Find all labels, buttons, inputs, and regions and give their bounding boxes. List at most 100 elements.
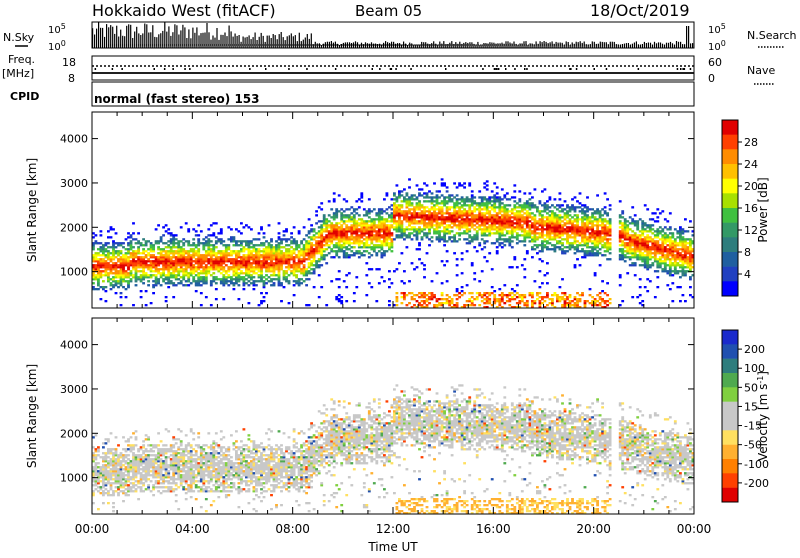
heatmap-cell — [320, 236, 323, 238]
heatmap-cell — [534, 188, 537, 190]
heatmap-cell — [355, 240, 358, 242]
heatmap-cell — [120, 292, 123, 294]
heatmap-cell — [498, 206, 501, 208]
heatmap-cell — [461, 258, 464, 260]
heatmap-cell — [411, 194, 414, 196]
heatmap-cell — [604, 224, 607, 226]
heatmap-cell — [370, 224, 373, 226]
heatmap-cell — [240, 270, 243, 272]
heatmap-cell — [250, 270, 253, 272]
heatmap-cell — [626, 248, 629, 250]
heatmap-cell — [122, 268, 125, 270]
heatmap-cell — [343, 244, 346, 246]
heatmap-cell — [275, 248, 278, 250]
heatmap-cell — [275, 266, 278, 268]
heatmap-cell — [165, 256, 168, 258]
heatmap-cell — [155, 264, 158, 266]
heatmap-cell — [448, 208, 451, 210]
heatmap-cell — [255, 254, 258, 256]
heatmap-cell — [456, 186, 459, 188]
heatmap-cell — [258, 238, 261, 240]
heatmap-cell — [248, 264, 251, 266]
heatmap-cell — [396, 300, 399, 302]
heatmap-cell — [498, 288, 501, 290]
heatmap-cell — [458, 212, 461, 214]
heatmap-cell — [669, 248, 672, 250]
heatmap-cell — [513, 200, 516, 202]
heatmap-cell — [258, 274, 261, 276]
heatmap-cell — [421, 228, 424, 230]
noise-bar — [457, 44, 458, 48]
heatmap-cell — [170, 256, 173, 258]
heatmap-cell — [579, 294, 582, 296]
heatmap-cell — [506, 300, 509, 302]
heatmap-cell — [398, 210, 401, 212]
heatmap-cell — [456, 224, 459, 226]
heatmap-cell — [604, 192, 607, 194]
heatmap-cell — [195, 244, 198, 246]
heatmap-cell — [481, 234, 484, 236]
heatmap-cell — [250, 250, 253, 252]
heatmap-cell — [175, 262, 178, 264]
heatmap-cell — [561, 216, 564, 218]
heatmap-cell — [531, 206, 534, 208]
heatmap-cell — [278, 250, 281, 252]
heatmap-cell — [160, 272, 163, 274]
heatmap-cell — [210, 260, 213, 262]
heatmap-cell — [328, 246, 331, 248]
heatmap-cell — [564, 224, 567, 226]
heatmap-cell — [340, 246, 343, 248]
heatmap-cell — [436, 304, 439, 306]
heatmap-cell — [428, 208, 431, 210]
heatmap-cell — [125, 296, 128, 298]
heatmap-cell — [446, 232, 449, 234]
heatmap-cell — [473, 196, 476, 198]
heatmap-cell — [534, 218, 537, 220]
heatmap-cell — [315, 262, 318, 264]
heatmap-cell — [110, 226, 113, 228]
heatmap-cell — [122, 260, 125, 262]
heatmap-cell — [466, 212, 469, 214]
heatmap-cell — [298, 232, 301, 234]
heatmap-cell — [270, 240, 273, 242]
heatmap-cell — [235, 266, 238, 268]
heatmap-cell — [601, 238, 604, 240]
heatmap-cell — [644, 236, 647, 238]
heatmap-cell — [350, 206, 353, 208]
heatmap-cell — [501, 218, 504, 220]
heatmap-cell — [157, 252, 160, 254]
heatmap-cell — [142, 272, 145, 274]
heatmap-cell — [180, 282, 183, 284]
heatmap-cell — [222, 240, 225, 242]
heatmap-cell — [511, 288, 514, 290]
heatmap-cell — [370, 232, 373, 234]
heatmap-cell — [556, 300, 559, 302]
heatmap-cell — [270, 264, 273, 266]
heatmap-cell — [521, 208, 524, 210]
heatmap-cell — [408, 210, 411, 212]
heatmap-cell — [353, 224, 356, 226]
heatmap-cell — [263, 258, 266, 260]
heatmap-cell — [621, 248, 624, 250]
heatmap-cell — [155, 278, 158, 280]
heatmap-cell — [436, 236, 439, 238]
heatmap-cell — [591, 208, 594, 210]
heatmap-cell — [305, 272, 308, 274]
heatmap-cell — [147, 252, 150, 254]
heatmap-cell — [192, 264, 195, 266]
heatmap-cell — [461, 220, 464, 222]
heatmap-cell — [197, 244, 200, 246]
heatmap-cell — [243, 256, 246, 258]
heatmap-cell — [661, 248, 664, 250]
heatmap-cell — [273, 256, 276, 258]
heatmap-cell — [574, 208, 577, 210]
heatmap-cell — [185, 258, 188, 260]
heatmap-cell — [661, 262, 664, 264]
heatmap-cell — [576, 206, 579, 208]
heatmap-cell — [441, 218, 444, 220]
heatmap-cell — [233, 260, 236, 262]
heatmap-cell — [421, 296, 424, 298]
heatmap-cell — [348, 214, 351, 216]
heatmap-cell — [566, 220, 569, 222]
heatmap-cell — [458, 216, 461, 218]
